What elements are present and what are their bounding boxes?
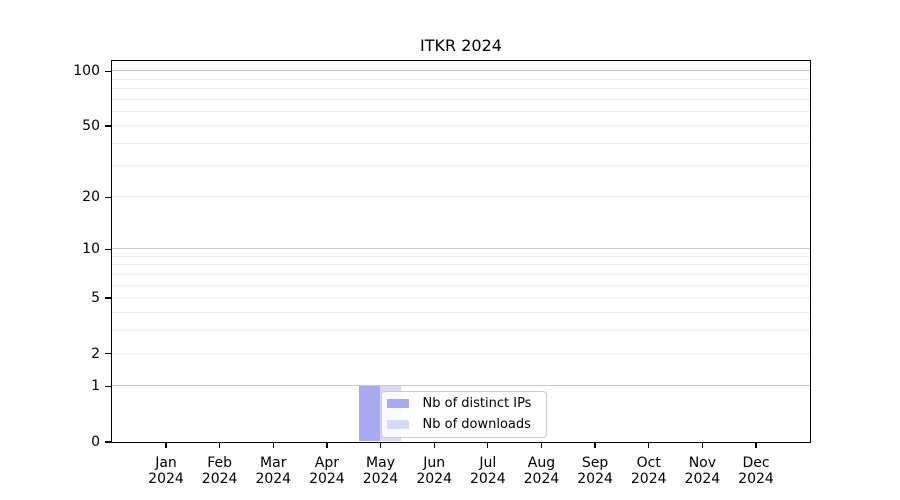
y-tick-mark [105,248,111,251]
y-tick-mark [105,70,111,72]
x-tick-mark [218,443,221,448]
x-tick-year: 2024 [469,471,506,487]
legend-swatch-distinct-ips [386,399,409,408]
minor-gridline [111,264,810,266]
major-gridline [111,385,810,387]
x-tick-label: Nov 2024 [660,455,744,487]
minor-gridline [111,329,810,331]
major-gridline [111,248,810,250]
minor-gridline [111,98,810,100]
minor-gridline [111,165,810,167]
x-tick-label: Feb 2024 [178,455,262,487]
x-tick-label: Oct 2024 [607,455,691,487]
x-tick-year: 2024 [684,471,721,487]
legend: Nb of distinct IPs Nb of downloads [380,390,547,438]
plot-area: Nb of distinct IPs Nb of downloads [110,59,811,443]
x-tick-month: Dec [742,455,770,471]
x-tick-year: 2024 [255,471,292,487]
x-tick-year: 2024 [523,471,560,487]
x-tick-mark [272,443,274,448]
x-tick-label: Jan 2024 [124,455,208,487]
x-tick-year: 2024 [738,471,774,487]
x-tick-mark [701,443,703,448]
x-tick-mark [433,443,435,448]
y-tick-label: 100 [73,63,100,80]
y-tick-mark [105,353,111,355]
x-tick-mark [594,443,596,448]
y-tick-label: 2 [91,345,100,362]
x-tick-mark [540,443,543,448]
x-tick-year: 2024 [630,471,667,487]
x-tick-mark [487,443,489,448]
x-tick-month: Jan [155,455,177,471]
x-tick-month: Apr [314,455,340,471]
minor-gridline [111,352,810,354]
x-tick-year: 2024 [148,471,184,487]
legend-label-downloads: Nb of downloads [422,417,531,432]
x-tick-month: Mar [260,455,287,471]
minor-gridline [111,78,810,80]
x-tick-month: Nov [688,455,717,471]
bar-distinct-ips [359,385,381,442]
x-tick-month: Jul [479,455,497,471]
x-tick-year: 2024 [201,471,238,487]
y-tick-mark [105,297,111,299]
y-tick-mark [105,385,111,387]
y-tick-mark [105,441,111,443]
x-tick-mark [648,443,650,448]
minor-gridline [111,196,810,198]
y-tick-label: 20 [82,189,100,206]
minor-gridline [111,125,810,127]
x-tick-mark [755,443,757,448]
x-tick-month: Feb [207,455,233,471]
legend-swatch-downloads [386,420,409,429]
y-tick-label: 0 [91,434,100,450]
x-tick-mark [165,443,167,448]
minor-gridline [111,311,810,313]
x-tick-year: 2024 [309,471,345,487]
x-tick-year: 2024 [577,471,613,487]
x-tick-label: Apr 2024 [285,455,369,487]
x-tick-mark [326,443,328,448]
y-tick-mark [105,196,111,199]
x-tick-label: Aug 2024 [499,455,583,487]
x-tick-month: Sep [581,455,609,471]
x-tick-month: May [366,455,395,471]
x-tick-label: Jul 2024 [446,455,530,487]
minor-gridline [111,297,810,299]
x-tick-month: Oct [636,455,661,471]
x-tick-label: Sep 2024 [553,455,637,487]
y-tick-label: 50 [82,118,100,135]
minor-gridline [111,273,810,275]
x-tick-mark [379,443,382,448]
minor-gridline [111,87,810,89]
minor-gridline [111,256,810,257]
y-tick-label: 10 [82,241,100,258]
x-tick-month: Aug [527,455,556,471]
minor-gridline [111,142,810,144]
legend-item-distinct-ips: Nb of distinct IPs [386,393,546,414]
x-tick-label: Jun 2024 [392,455,476,487]
y-tick-mark [105,125,111,127]
y-tick-label: 1 [91,378,100,395]
chart-title: ITKR 2024 [420,36,502,55]
minor-gridline [111,110,810,112]
x-tick-label: May 2024 [339,455,423,487]
y-tick-label: 5 [91,290,100,307]
x-tick-label: Dec 2024 [714,455,798,487]
legend-item-downloads: Nb of downloads [386,414,546,435]
minor-gridline [111,284,810,286]
x-tick-label: Mar 2024 [231,455,315,487]
legend-label-distinct-ips: Nb of distinct IPs [422,396,532,411]
major-gridline [111,70,810,72]
x-tick-year: 2024 [362,471,399,487]
x-tick-year: 2024 [416,471,452,487]
x-tick-month: Jun [423,455,446,471]
